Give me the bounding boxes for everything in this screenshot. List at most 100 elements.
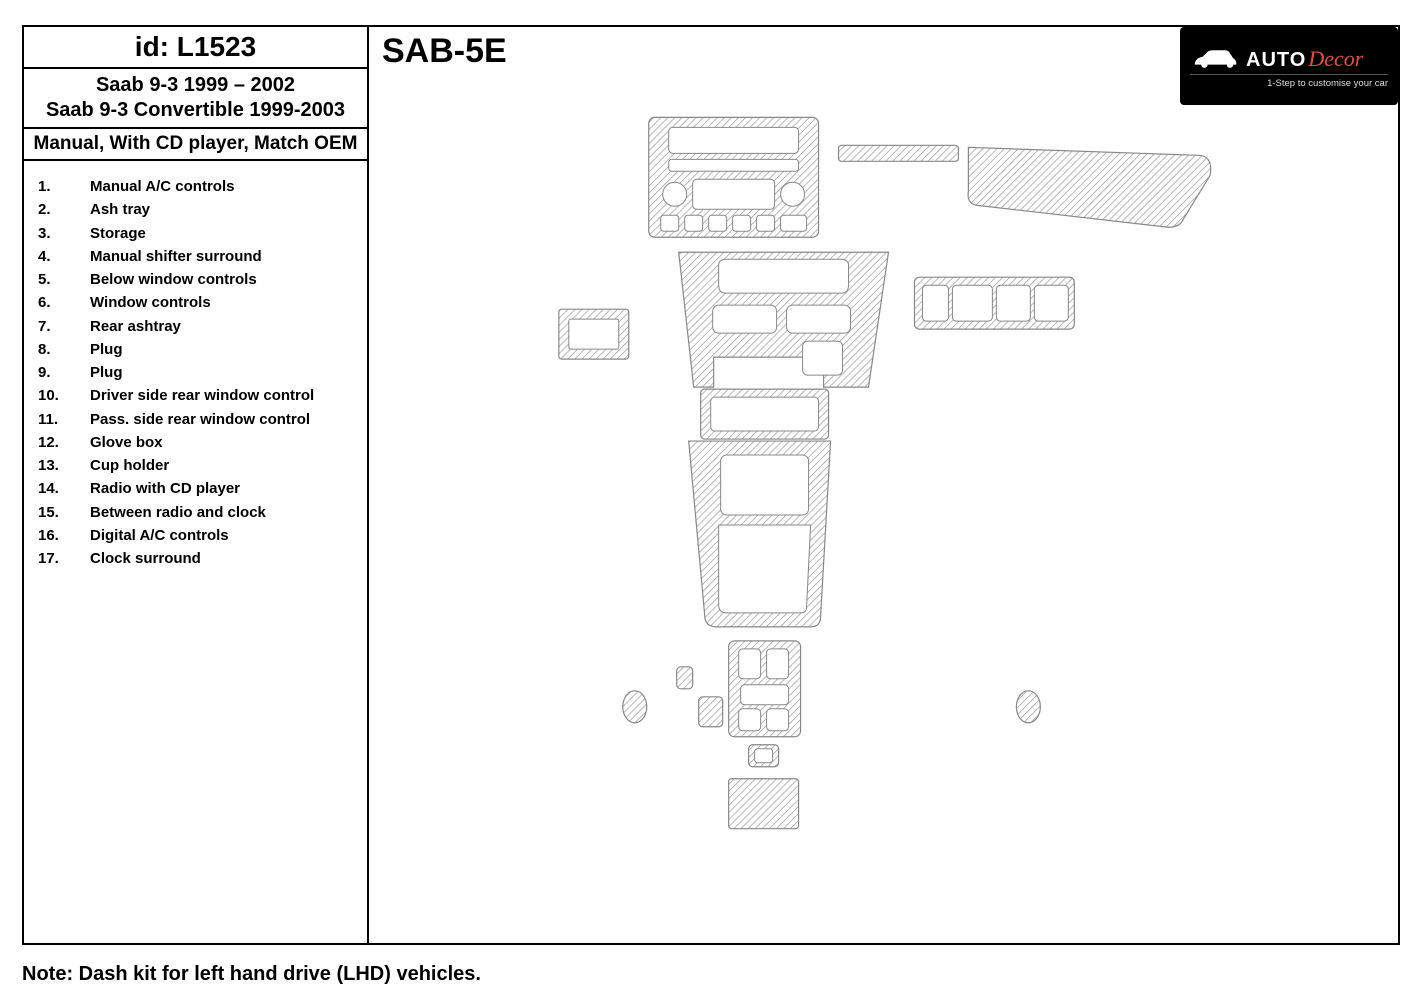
cutout [733, 215, 751, 231]
part-number: 4. [38, 245, 90, 268]
logo-text-decor: Decor [1308, 46, 1363, 72]
part-label: Manual shifter surround [90, 245, 262, 268]
cutout [781, 182, 805, 206]
part-label: Manual A/C controls [90, 175, 234, 198]
part-label: Driver side rear window control [90, 384, 314, 407]
part-label: Pass. side rear window control [90, 408, 310, 431]
part-label: Plug [90, 338, 123, 361]
part-number: 13. [38, 454, 90, 477]
cutout [685, 215, 703, 231]
part-number: 14. [38, 477, 90, 500]
cutout [719, 525, 811, 613]
part-label: Plug [90, 361, 123, 384]
trim-piece-rear-win-driver [677, 667, 693, 689]
cutout [952, 285, 992, 321]
diagram-area [369, 27, 1398, 943]
part-number: 15. [38, 501, 90, 524]
cutout [709, 215, 727, 231]
part-number: 6. [38, 291, 90, 314]
cutout [787, 305, 851, 333]
cutout [669, 159, 799, 171]
info-panel: id: L1523 Saab 9-3 1999 – 2002 Saab 9-3 … [24, 27, 369, 943]
parts-list-row: 2.Ash tray [38, 198, 353, 221]
part-number: 11. [38, 408, 90, 431]
cutout [1034, 285, 1068, 321]
cutout [711, 397, 819, 431]
vehicle-line-2: Saab 9-3 Convertible 1999-2003 [30, 98, 361, 123]
cutout [922, 285, 948, 321]
part-label: Radio with CD player [90, 477, 240, 500]
part-number: 1. [38, 175, 90, 198]
parts-list-row: 14.Radio with CD player [38, 477, 353, 500]
parts-list-row: 10.Driver side rear window control [38, 384, 353, 407]
product-id: id: L1523 [30, 31, 361, 63]
part-label: Storage [90, 222, 146, 245]
parts-list-row: 5.Below window controls [38, 268, 353, 291]
part-number: 3. [38, 222, 90, 245]
logo-tagline: 1-Step to customise your car [1190, 74, 1388, 89]
trim-piece-between-radio-clock [839, 145, 959, 161]
header-vehicle-block: Saab 9-3 1999 – 2002 Saab 9-3 Convertibl… [24, 69, 367, 129]
parts-list-row: 6.Window controls [38, 291, 353, 314]
parts-list-row: 7.Rear ashtray [38, 315, 353, 338]
parts-list-row: 3.Storage [38, 222, 353, 245]
cutout [741, 685, 789, 705]
part-label: Cup holder [90, 454, 169, 477]
cutout [661, 215, 679, 231]
cutout [739, 709, 761, 731]
diagram-frame: id: L1523 Saab 9-3 1999 – 2002 Saab 9-3 … [22, 25, 1400, 945]
parts-list-row: 17.Clock surround [38, 547, 353, 570]
parts-list-row: 8.Plug [38, 338, 353, 361]
parts-list-row: 15.Between radio and clock [38, 501, 353, 524]
part-number: 5. [38, 268, 90, 291]
part-number: 7. [38, 315, 90, 338]
part-label: Window controls [90, 291, 211, 314]
trim-diagram-svg [369, 27, 1398, 943]
parts-list-row: 4.Manual shifter surround [38, 245, 353, 268]
part-number: 17. [38, 547, 90, 570]
part-label: Ash tray [90, 198, 150, 221]
part-label: Between radio and clock [90, 501, 266, 524]
trim-piece-plug-right [1016, 691, 1040, 723]
parts-list-row: 9.Plug [38, 361, 353, 384]
part-label: Clock surround [90, 547, 201, 570]
part-label: Glove box [90, 431, 163, 454]
cutout [569, 319, 619, 349]
cutout [669, 127, 799, 153]
header-id-block: id: L1523 [24, 27, 367, 69]
part-label: Digital A/C controls [90, 524, 229, 547]
part-number: 2. [38, 198, 90, 221]
car-icon [1190, 46, 1238, 72]
trim-piece-ash-tray [729, 779, 799, 829]
cutout [803, 341, 843, 375]
cutout [767, 649, 789, 679]
vehicle-line-1: Saab 9-3 1999 – 2002 [30, 73, 361, 98]
trim-piece-plug-left [623, 691, 647, 723]
parts-list-row: 12.Glove box [38, 431, 353, 454]
cutout [713, 305, 777, 333]
part-label: Below window controls [90, 268, 257, 291]
brand-logo: AUTO Decor 1-Step to customise your car [1180, 27, 1398, 105]
part-number: 9. [38, 361, 90, 384]
part-number: 12. [38, 431, 90, 454]
cutout [663, 182, 687, 206]
trim-piece-glove-box [968, 147, 1211, 227]
trim-piece-rear-ashtray [699, 697, 723, 727]
cutout [757, 215, 775, 231]
cutout [721, 455, 809, 515]
parts-list-row: 13.Cup holder [38, 454, 353, 477]
cutout [781, 215, 807, 231]
model-code: SAB-5E [382, 32, 507, 71]
cutout [739, 649, 761, 679]
part-number: 10. [38, 384, 90, 407]
header-spec-block: Manual, With CD player, Match OEM [24, 129, 367, 161]
logo-text-auto: AUTO [1246, 49, 1306, 72]
parts-list-row: 11.Pass. side rear window control [38, 408, 353, 431]
cutout [719, 259, 849, 293]
parts-list: 1.Manual A/C controls2.Ash tray3.Storage… [24, 161, 367, 570]
parts-list-row: 16.Digital A/C controls [38, 524, 353, 547]
cutout [767, 709, 789, 731]
part-label: Rear ashtray [90, 315, 181, 338]
parts-list-row: 1.Manual A/C controls [38, 175, 353, 198]
cutout [755, 749, 773, 763]
